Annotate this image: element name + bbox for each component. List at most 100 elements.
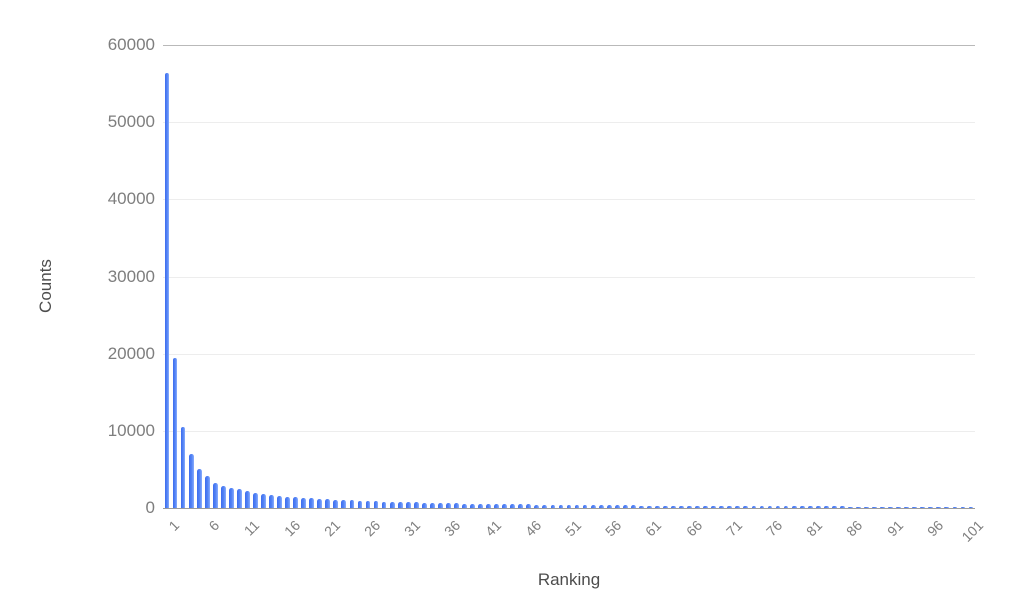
bar-rank-99 [952,506,958,508]
bar-rank-43 [502,504,508,508]
x-tick-label: 21 [320,517,344,540]
bar-rank-13 [261,493,266,508]
bar-rank-34 [429,502,435,508]
x-tick-label: 101 [958,517,987,545]
y-axis-title: Counts [36,259,55,313]
x-tick-label: 41 [481,517,504,540]
bar-rank-56 [606,505,612,508]
x-tick-label: 86 [843,517,866,540]
bar-rank-47 [534,504,540,508]
x-axis-title: Ranking [537,570,601,589]
bar-rank-95 [920,506,926,508]
bar-rank-71 [727,506,733,508]
x-tick-label: 31 [401,517,424,540]
bar-rank-79 [791,506,797,508]
gridline [163,276,975,278]
bar-rank-14 [269,494,274,508]
gridline [163,122,975,124]
bar-rank-10 [236,489,242,508]
gridline [163,353,975,355]
bar-rank-44 [510,504,516,508]
bar-rank-75 [759,506,765,508]
bar-rank-20 [317,498,323,508]
bar-rank-39 [470,503,475,508]
bar-rank-90 [880,506,885,508]
x-tick-label: 96 [923,517,947,540]
bar-rank-89 [872,506,877,508]
bar-rank-33 [421,502,427,508]
x-tick-label: 81 [803,517,826,540]
y-tick-label: 40000 [107,189,155,209]
bar-rank-84 [831,506,837,508]
bar-rank-23 [341,500,347,508]
x-tick-label: 46 [521,517,545,540]
x-tick-label: 6 [205,517,223,534]
x-tick-label: 16 [280,517,303,540]
y-tick-label: 30000 [107,266,155,286]
plot-area [163,45,975,509]
bar-rank-98 [944,506,950,508]
bar-rank-17 [293,497,299,508]
x-tick-label: 11 [241,517,263,539]
bar-rank-97 [936,506,942,508]
gridline [163,508,975,509]
bar-rank-69 [711,505,717,508]
bar-rank-70 [719,506,725,508]
bar-rank-88 [864,506,869,508]
bar-rank-18 [301,497,307,508]
bar-rank-22 [333,499,339,508]
bar-rank-28 [381,501,387,508]
bar-rank-19 [309,498,315,508]
x-tick-label: 56 [602,517,625,540]
y-tick-label: 60000 [107,35,155,54]
x-tick-label: 76 [762,517,786,540]
bar-rank-6 [204,475,210,508]
bar-rank-74 [751,506,757,508]
y-tick-label: 20000 [107,343,155,363]
x-tick-label: 51 [561,517,585,540]
x-tick-label: 61 [642,517,665,540]
bar-rank-12 [253,492,258,508]
bar-rank-82 [815,506,821,508]
bar-rank-31 [405,502,411,508]
gridline [163,430,975,432]
bar-rank-29 [389,501,395,508]
bar-rank-37 [454,503,459,508]
bar-rank-2 [172,357,178,508]
bar-rank-15 [277,495,282,508]
bar-rank-87 [856,506,861,508]
bar-rank-38 [462,503,467,508]
y-tick-label: 10000 [107,420,155,440]
bar-rank-96 [928,506,934,508]
bar-rank-55 [598,505,604,508]
bar-rank-32 [413,502,419,508]
bar-rank-30 [397,502,403,508]
bar-rank-45 [518,504,524,508]
bar-rank-73 [743,506,749,508]
x-tick-label: 71 [722,517,746,540]
bar-rank-66 [687,505,692,508]
bar-rank-41 [486,503,491,508]
bar-rank-64 [671,505,676,508]
bar-rank-59 [630,505,636,508]
bar-rank-26 [365,501,371,508]
x-tick-label: 66 [682,517,705,540]
bar-rank-40 [478,503,483,508]
bar-rank-53 [582,505,588,508]
bar-rank-68 [703,505,709,508]
bar-rank-93 [904,506,910,508]
bar-rank-81 [807,506,813,508]
bar-rank-62 [655,505,660,508]
bar-rank-8 [220,485,226,508]
bar-rank-11 [245,491,250,508]
x-tick-label: 1 [165,517,183,534]
bar-rank-48 [542,504,548,508]
bar-rank-35 [437,502,443,508]
y-tick-label: 50000 [107,112,155,132]
bar-rank-57 [614,505,620,508]
bar-rank-65 [679,505,684,508]
x-tick-label: 91 [883,517,906,540]
bar-rank-77 [775,506,781,508]
bar-rank-86 [847,506,853,508]
